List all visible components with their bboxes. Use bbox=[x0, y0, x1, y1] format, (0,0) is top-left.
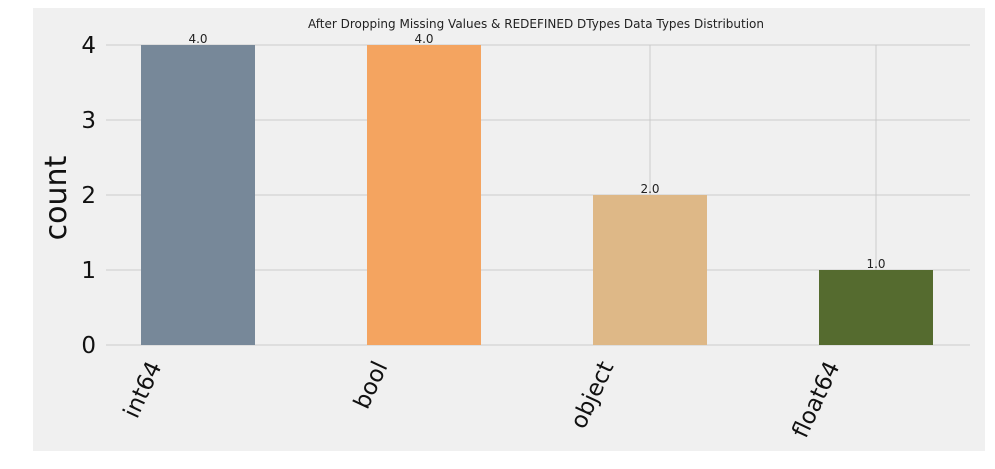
bars bbox=[141, 45, 933, 345]
data-label-bool: 4.0 bbox=[414, 32, 433, 46]
y-tick-label: 0 bbox=[81, 333, 96, 359]
bar-bool bbox=[367, 45, 481, 345]
y-tick-label: 2 bbox=[81, 183, 96, 209]
data-label-int64: 4.0 bbox=[188, 32, 207, 46]
y-tick-label: 1 bbox=[81, 258, 96, 284]
data-labels: 4.0 4.0 2.0 1.0 bbox=[188, 32, 885, 271]
y-tick-labels: 0 1 2 3 4 bbox=[81, 33, 96, 359]
data-label-object: 2.0 bbox=[640, 182, 659, 196]
chart-title: After Dropping Missing Values & REDEFINE… bbox=[308, 17, 764, 31]
bar-int64 bbox=[141, 45, 255, 345]
y-axis-label: count bbox=[39, 155, 74, 240]
y-tick-label: 3 bbox=[81, 108, 96, 134]
data-label-float64: 1.0 bbox=[866, 257, 885, 271]
bar-object bbox=[593, 195, 707, 345]
bar-float64 bbox=[819, 270, 933, 345]
y-tick-label: 4 bbox=[81, 33, 96, 59]
